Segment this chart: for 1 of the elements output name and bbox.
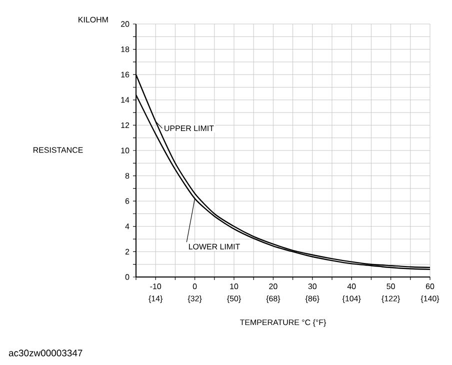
text: ac30zw00003347 [8,350,82,356]
